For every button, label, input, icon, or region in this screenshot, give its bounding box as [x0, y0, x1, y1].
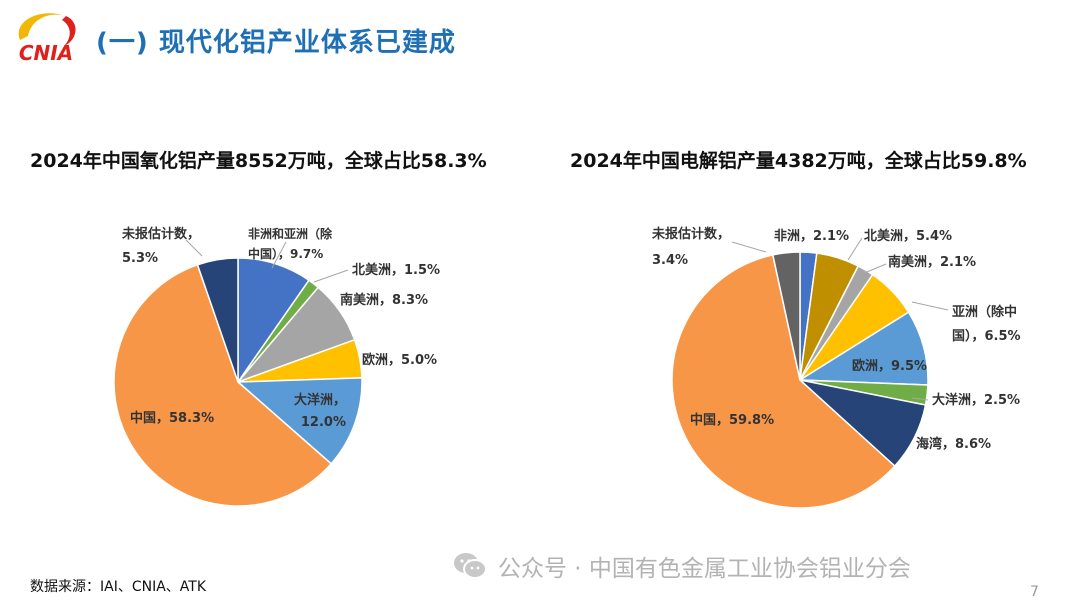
alumina-leader-line-6 [186, 240, 202, 256]
wechat-icon [452, 551, 488, 581]
alumina-label-1: 北美洲，1.5% [352, 262, 440, 278]
alumina-label-2: 南美洲，8.3% [340, 292, 428, 308]
electrolytic-leader-line-8 [732, 242, 766, 252]
data-source: 数据来源：IAI、CNIA、ATK [30, 576, 206, 596]
electrolytic-label-7: 中国，59.8% [690, 412, 774, 428]
electrolytic-leader-line-3 [912, 302, 948, 310]
electrolytic-label-3: 亚洲（除中国），6.5% [952, 304, 1021, 344]
alumina-label-0: 非洲和亚洲（除中国），9.7% [248, 226, 333, 261]
alumina-label-5: 中国，58.3% [130, 410, 214, 426]
electrolytic-label-0: 非洲，2.1% [774, 228, 849, 244]
page-number: 7 [1030, 584, 1039, 600]
chart-title-electrolytic-aluminum: 2024年中国电解铝产量4382万吨，全球占比59.8% [570, 146, 1027, 173]
alumina-pie-chart: 非洲和亚洲（除中国），9.7%北美洲，1.5%南美洲，8.3%欧洲，5.0%大洋… [0, 190, 530, 530]
page-title: (一) 现代化铝产业体系已建成 [96, 22, 456, 59]
alumina-label-6: 未报估计数， 5.3% [121, 226, 200, 266]
watermark: 公众号 · 中国有色金属工业协会铝业分会 [452, 548, 911, 584]
header: CNIA (一) 现代化铝产业体系已建成 [0, 0, 1080, 78]
chart-title-alumina: 2024年中国氧化铝产量8552万吨，全球占比58.3% [30, 146, 487, 173]
alumina-label-3: 欧洲，5.0% [362, 352, 437, 368]
electrolytic-label-4: 欧洲，9.5% [852, 358, 927, 374]
electrolytic-label-1: 北美洲，5.4% [864, 228, 952, 244]
logo-text: CNIA [19, 41, 73, 65]
cnia-logo: CNIA [6, 6, 86, 66]
electrolytic-aluminum-pie-chart: 非洲，2.1% 北美洲，5.4% 南美洲，2.1% 亚洲（除中国），6.5% 欧洲，9.… [540, 190, 1070, 530]
electrolytic-leader-line-2 [862, 264, 886, 274]
watermark-text: 公众号 · 中国有色金属工业协会铝业分会 [498, 549, 911, 583]
logo-swoosh-gold [19, 13, 64, 40]
electrolytic-leader-line-1 [848, 238, 862, 260]
electrolytic-label-8: 未报估计数， 3.4% [651, 226, 730, 268]
electrolytic-label-6: 海湾，8.6% [916, 436, 991, 452]
electrolytic-label-2: 南美洲，2.1% [888, 254, 976, 270]
alumina-leader-line-1 [314, 270, 348, 282]
electrolytic-label-5: 大洋洲，2.5% [932, 392, 1020, 408]
